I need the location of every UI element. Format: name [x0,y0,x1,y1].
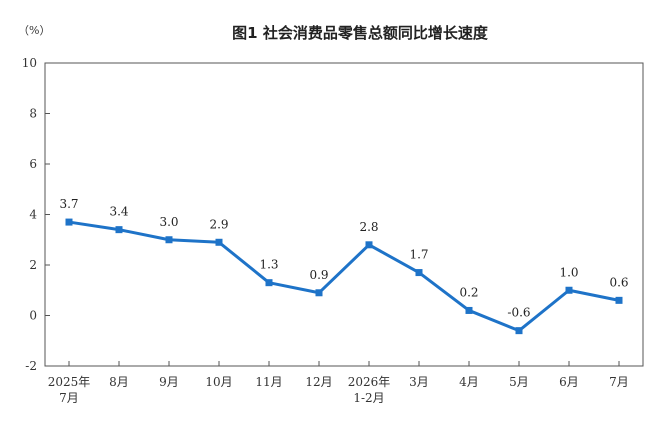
y-tick-label: 0 [29,309,37,323]
data-label: 1.7 [409,248,428,262]
data-point [265,279,273,287]
data-point [465,306,473,314]
x-tick-label: 11月 [255,375,282,389]
y-tick-label: 4 [29,208,37,222]
data-label: 2.9 [209,217,228,231]
x-tick-label: 7月 [609,375,629,389]
data-label: 3.0 [159,215,178,229]
x-tick-label: 2026年 1-2月 [348,375,391,405]
x-tick-label: 3月 [409,375,429,389]
data-point [415,269,423,277]
data-label: 1.0 [559,265,578,279]
data-label: 3.7 [59,197,78,211]
data-point [115,226,123,234]
data-label: 3.4 [109,205,128,219]
y-tick-label: 6 [29,157,37,171]
data-point [315,289,323,297]
data-label: 0.9 [309,268,328,282]
data-label: 0.2 [459,285,478,299]
x-tick-label: 12月 [305,375,332,389]
data-point [515,327,523,335]
x-tick-label: 2025年 7月 [48,375,91,405]
data-point [215,238,223,246]
y-tick-label: 2 [29,258,37,272]
x-tick-label: 4月 [459,375,479,389]
data-point [615,296,623,304]
data-point [165,236,173,244]
y-axis-ticks: -2 0 2 4 6 8 10 [22,56,50,373]
y-tick-label: 10 [22,56,37,70]
series-line [68,220,620,333]
series-group: 3.7 3.4 3.0 2.9 1.3 0.9 2.8 1.7 0.2 -0.6 1.0 0.6 [59,197,629,335]
data-label: -0.6 [507,306,530,320]
data-point [565,286,573,294]
x-tick-label: 8月 [109,375,129,389]
y-tick-label: -2 [25,359,37,373]
chart-title: 图1 社会消费品零售总额同比增长速度 [232,24,489,42]
y-axis-unit-label: （%） [18,24,50,37]
data-label: 0.6 [609,275,628,289]
plot-area-frame [44,62,644,367]
data-point [65,218,73,226]
x-tick-label: 9月 [159,375,179,389]
data-label: 2.8 [359,220,378,234]
x-tick-label: 5月 [509,375,529,389]
data-label: 1.3 [259,258,278,272]
x-tick-label: 10月 [205,375,232,389]
x-axis-ticks: 2025年 7月 8月 9月 10月 11月 12月 2026年 1-2月 3月 4月 5月 6月 7月 [48,361,629,405]
y-tick-label: 8 [29,107,37,121]
x-tick-label: 6月 [559,375,579,389]
data-point [365,241,373,249]
